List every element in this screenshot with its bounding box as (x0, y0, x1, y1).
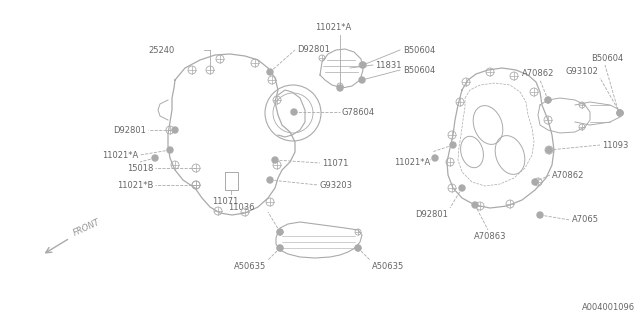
Text: 11021*A: 11021*A (102, 150, 138, 159)
Circle shape (537, 212, 543, 218)
Circle shape (450, 142, 456, 148)
Circle shape (337, 85, 343, 91)
Text: D92801: D92801 (297, 44, 330, 53)
Circle shape (545, 97, 551, 103)
Circle shape (272, 157, 278, 163)
Text: B50604: B50604 (591, 54, 623, 63)
Text: G93203: G93203 (320, 180, 353, 189)
Text: 11021*A: 11021*A (394, 157, 430, 166)
Text: G93102: G93102 (565, 67, 598, 76)
Circle shape (172, 127, 178, 133)
Text: B50604: B50604 (403, 66, 435, 75)
Text: 11021*B: 11021*B (116, 180, 153, 189)
Text: A70862: A70862 (522, 69, 554, 78)
Circle shape (152, 155, 158, 161)
Circle shape (167, 147, 173, 153)
Text: 11021*A: 11021*A (315, 23, 351, 32)
Circle shape (546, 147, 552, 153)
Circle shape (277, 229, 283, 235)
Circle shape (267, 69, 273, 75)
Text: 15018: 15018 (127, 164, 153, 172)
Text: A50635: A50635 (234, 262, 266, 271)
Circle shape (277, 245, 283, 251)
Circle shape (617, 110, 623, 116)
Text: A70863: A70863 (474, 232, 506, 241)
Text: 11093: 11093 (602, 140, 628, 149)
Circle shape (267, 177, 273, 183)
Text: A50635: A50635 (372, 262, 404, 271)
Circle shape (617, 110, 623, 116)
Text: A004001096: A004001096 (582, 303, 635, 312)
Text: FRONT: FRONT (72, 218, 102, 238)
Circle shape (359, 77, 365, 83)
Text: 11071: 11071 (212, 197, 238, 206)
Circle shape (355, 245, 361, 251)
Text: 11071: 11071 (322, 158, 348, 167)
Circle shape (459, 185, 465, 191)
Circle shape (432, 155, 438, 161)
Text: D92801: D92801 (113, 125, 146, 134)
Circle shape (472, 202, 478, 208)
Text: 11831: 11831 (375, 60, 401, 69)
Text: 25240: 25240 (148, 45, 174, 54)
Text: B50604: B50604 (403, 45, 435, 54)
Circle shape (360, 62, 366, 68)
Circle shape (291, 109, 297, 115)
Text: D92801: D92801 (415, 210, 448, 219)
Text: A7065: A7065 (572, 215, 599, 225)
Circle shape (532, 179, 538, 185)
Text: A70862: A70862 (552, 171, 584, 180)
Text: 11036: 11036 (228, 204, 255, 212)
Text: G78604: G78604 (342, 108, 375, 116)
